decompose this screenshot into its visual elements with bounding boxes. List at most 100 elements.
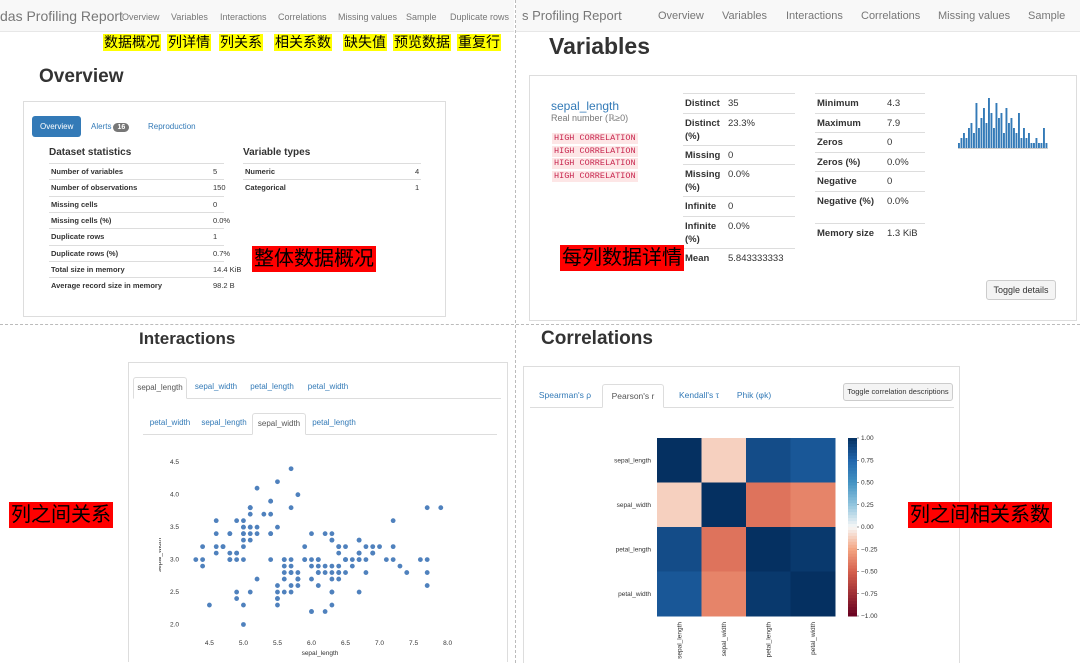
overview-pill-alerts[interactable]: Alerts 16 — [91, 122, 130, 132]
correlation-tab[interactable]: Spearman's ρ — [538, 390, 592, 400]
left-nav-variables[interactable]: Variables — [171, 12, 208, 22]
interactions-x-tab[interactable]: petal_width — [307, 382, 349, 391]
colorbar-segment — [848, 532, 857, 537]
scatter-y-tick: 3.0 — [170, 557, 179, 564]
variable-histogram — [958, 98, 1048, 149]
colorbar-segment — [848, 440, 857, 445]
right-nav-title[interactable]: s Profiling Report — [522, 8, 622, 23]
variable-stat-key: Negative (%) — [817, 195, 875, 207]
right-nav-variables[interactable]: Variables — [722, 10, 768, 22]
colorbar-segment — [848, 494, 857, 498]
right-nav-sample[interactable]: Sample — [1028, 10, 1066, 22]
high-correlation-alert[interactable]: HIGH CORRELATION — [552, 170, 638, 182]
left-nav-overview[interactable]: Overview — [122, 12, 160, 22]
scatter-point — [247, 589, 253, 595]
variable-stat-value: 0.0% — [887, 156, 909, 168]
correlations-heading: Correlations — [541, 328, 653, 349]
scatter-point — [322, 563, 328, 569]
dataset-stat-value: 5 — [213, 167, 218, 176]
scatter-point — [315, 563, 321, 569]
scatter-point — [404, 570, 410, 575]
histogram-bar — [1045, 143, 1048, 148]
dataset-stat-row: Missing cells 0 — [49, 195, 224, 212]
right-nav-correlations[interactable]: Correlations — [861, 10, 921, 22]
variable-stat-value: 35 — [728, 98, 739, 109]
overview-pill-overview[interactable]: Overview — [32, 116, 82, 137]
scatter-point — [309, 531, 314, 537]
left-nav-interactions[interactable]: Interactions — [220, 12, 267, 22]
left-nav-correlations[interactable]: Correlations — [278, 12, 327, 22]
interactions-y-tab[interactable]: petal_width — [149, 418, 191, 427]
heatmap-y-label: sepal_length — [614, 457, 651, 464]
scatter-y-label: sepal_width — [159, 537, 163, 572]
toggle-correlation-descriptions-button[interactable]: Toggle correlation descriptions — [843, 383, 953, 401]
colorbar-tick-label: 1.00 — [861, 435, 874, 442]
interactions-x-tab[interactable]: sepal_width — [194, 382, 238, 391]
colorbar-tick-label: 0.75 — [861, 457, 874, 464]
colorbar-tick-label: −0.75 — [861, 591, 878, 598]
dataset-stat-value: 0 — [213, 199, 218, 209]
heatmap-cell — [701, 527, 747, 572]
right-nav-interactions[interactable]: Interactions — [786, 10, 843, 22]
overview-pill-reproduction[interactable]: Reproduction — [148, 122, 196, 131]
colorbar-segment — [848, 610, 857, 614]
interactions-y-tab[interactable]: sepal_width — [252, 413, 306, 435]
variable-stat-value: 0 — [728, 149, 734, 161]
variable-stat-row: Missing (%) 0.0% — [683, 164, 795, 196]
variable-stat-row: Infinite 0 — [683, 196, 795, 216]
alerts-badge: 16 — [113, 123, 130, 132]
histogram-bar — [1033, 143, 1035, 148]
left-nav-missing-values[interactable]: Missing values — [338, 12, 398, 22]
high-correlation-alert[interactable]: HIGH CORRELATION — [552, 145, 638, 157]
scatter-x-tick: 7.0 — [375, 640, 384, 647]
high-correlation-alert[interactable]: HIGH CORRELATION — [552, 133, 638, 144]
correlation-tab[interactable]: Pearson's r — [602, 384, 664, 408]
left-nav-sample[interactable]: Sample — [406, 12, 437, 22]
correlation-tab[interactable]: Phik (φk) — [736, 390, 772, 400]
correlation-tab[interactable]: Kendall's τ — [679, 390, 719, 400]
high-correlation-alert[interactable]: HIGH CORRELATION — [552, 158, 638, 169]
scatter-point — [295, 576, 301, 582]
histogram-bar — [1005, 108, 1008, 148]
dataset-stat-key: Duplicate rows — [51, 232, 105, 242]
interactions-x-tab[interactable]: sepal_length — [133, 377, 187, 399]
right-nav-missing-values[interactable]: Missing values — [938, 10, 1011, 22]
scatter-x-tick: 6.5 — [341, 640, 350, 647]
dataset-stat-key: Number of observations — [51, 183, 138, 193]
scatter-point — [275, 583, 280, 588]
heatmap-x-label: petal_width — [810, 622, 817, 655]
scatter-y-tick: 3.5 — [170, 524, 179, 531]
variable-name-link[interactable]: sepal_length — [551, 99, 620, 113]
heatmap-cell — [657, 527, 702, 572]
scatter-x-tick: 5.0 — [239, 640, 248, 647]
heatmap-cell — [746, 482, 791, 528]
interactions-y-tab[interactable]: sepal_length — [201, 418, 247, 427]
left-nav-duplicate-rows[interactable]: Duplicate rows — [450, 12, 510, 22]
scatter-y-tick: 4.0 — [170, 492, 179, 499]
variable-stat-value: 0.0% — [887, 195, 909, 207]
scatter-point — [200, 557, 206, 563]
correlation-heatmap: sepal_lengthsepal_lengthsepal_widthsepal… — [614, 435, 878, 659]
scatter-point — [336, 544, 342, 550]
scatter-point — [227, 531, 233, 537]
histogram-bar — [975, 103, 978, 148]
scatter-point — [309, 609, 314, 614]
scatter-point — [329, 563, 335, 569]
scatter-point — [295, 583, 301, 588]
variable-stat-value: 0 — [887, 176, 893, 187]
colorbar-segment — [848, 544, 857, 549]
left-nav-title[interactable]: das Profiling Report — [0, 8, 123, 24]
scatter-point — [329, 602, 335, 608]
variable-stat-key: Distinct — [685, 98, 720, 109]
right-nav-overview[interactable]: Overview — [658, 10, 704, 22]
heatmap-x-label: petal_length — [765, 622, 772, 658]
toggle-details-button[interactable]: Toggle details — [986, 280, 1056, 300]
interactions-x-tab[interactable]: petal_length — [250, 382, 294, 391]
scatter-point — [220, 544, 226, 550]
dataset-stat-value: 150 — [213, 183, 226, 193]
scatter-point — [288, 505, 294, 511]
histogram-bar — [978, 128, 980, 148]
interactions-y-tab[interactable]: petal_length — [312, 418, 356, 427]
dataset-stat-row: Total size in memory 14.4 KiB — [49, 260, 241, 277]
colorbar-segment — [848, 562, 857, 567]
